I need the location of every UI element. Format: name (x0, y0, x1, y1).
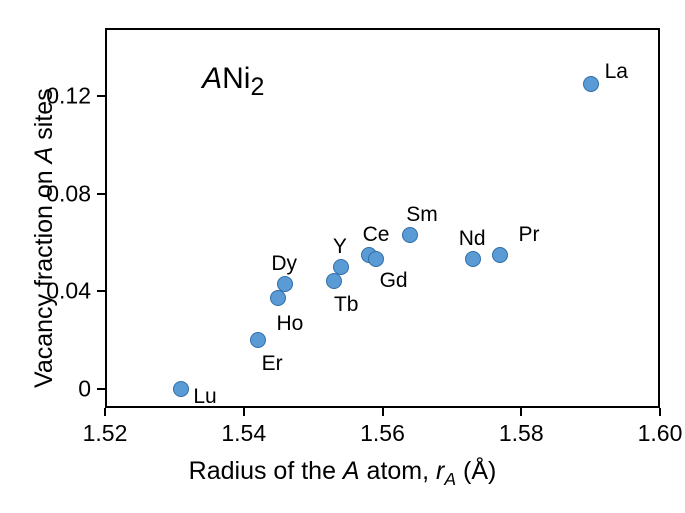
y-tick (97, 95, 105, 97)
data-point-label: Pr (518, 223, 539, 247)
data-point (326, 273, 342, 289)
data-point-label: Nd (459, 227, 486, 251)
data-point (173, 381, 189, 397)
x-tick (382, 408, 384, 416)
data-point (270, 290, 286, 306)
y-axis-label: Vacancy fraction on A sites (30, 88, 59, 388)
plot-title: ANi2 (202, 62, 264, 102)
scatter-chart: 1.521.541.561.581.6000.040.080.12Radius … (0, 0, 685, 513)
data-point-label: Y (333, 235, 347, 259)
data-point (402, 227, 418, 243)
x-tick-label: 1.56 (360, 420, 405, 447)
x-tick-label: 1.58 (499, 420, 544, 447)
x-tick (659, 408, 661, 416)
y-tick (97, 290, 105, 292)
x-tick (520, 408, 522, 416)
data-point-label: La (605, 60, 628, 84)
x-tick (104, 408, 106, 416)
x-tick-label: 1.52 (83, 420, 128, 447)
y-tick-label: 0 (78, 375, 91, 402)
y-tick (97, 193, 105, 195)
y-tick (97, 388, 105, 390)
x-tick (243, 408, 245, 416)
data-point-label: Er (262, 352, 283, 376)
data-point-label: Sm (406, 203, 438, 227)
data-point-label: Lu (193, 385, 216, 409)
data-point (277, 276, 293, 292)
x-axis-label: Radius of the A atom, rA (Å) (0, 457, 685, 490)
data-point-label: Ce (363, 223, 390, 247)
data-point-label: Dy (271, 252, 297, 276)
plot-area (105, 28, 660, 408)
x-tick-label: 1.54 (221, 420, 266, 447)
data-point (583, 76, 599, 92)
data-point (333, 259, 349, 275)
x-tick-label: 1.60 (638, 420, 683, 447)
data-point-label: Ho (276, 312, 303, 336)
data-point (492, 247, 508, 263)
data-point-label: Tb (334, 293, 359, 317)
data-point (368, 251, 384, 267)
data-point (250, 332, 266, 348)
data-point (465, 251, 481, 267)
data-point-label: Gd (380, 269, 408, 293)
